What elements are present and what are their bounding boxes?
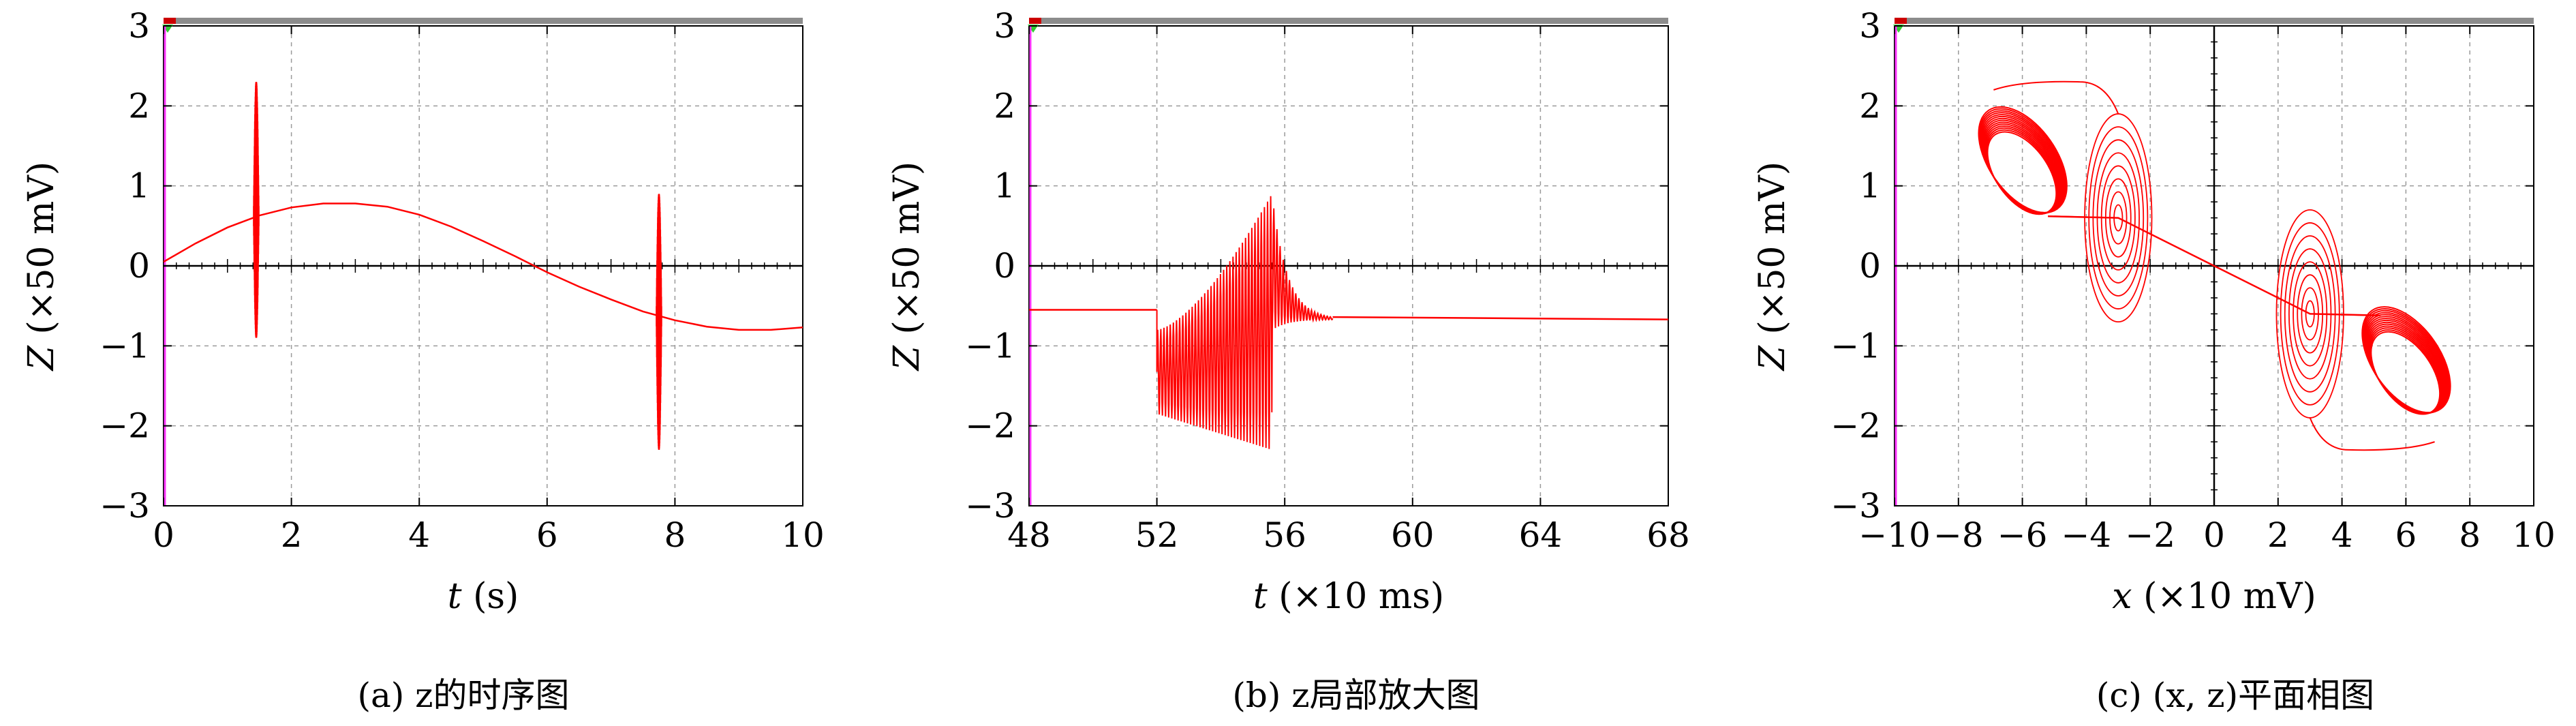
x-tick-label: 60	[1391, 515, 1435, 555]
chart-panel-a: 0 2 4 6 8 10 −3 −2 −1 0 1 2 3 t (s) Z (×50 mV)	[0, 0, 845, 654]
y-tick-label: 2	[994, 86, 1015, 125]
chart-b-svg: 48 52 56 60 64 68 −3 −2 −1 0 1 2 3 t (×10 ms) Z (×50 m…	[887, 6, 1690, 617]
x-tick-label: 56	[1263, 515, 1306, 555]
x-tick-label: 10	[781, 515, 825, 555]
x-tick-label: 2	[281, 515, 303, 555]
y-axis-title: Z (×50 mV)	[21, 162, 62, 372]
caption-b: (b) z局部放大图	[1232, 676, 1480, 715]
cursor-marker-red	[164, 18, 176, 24]
y-tick-label: 2	[1859, 86, 1881, 125]
y-tick-label: 1	[994, 166, 1015, 206]
caption-c: (c) (x, z)平面相图	[2096, 676, 2375, 715]
slow-wave-line	[163, 202, 803, 331]
x-tick-label: −4	[2061, 515, 2112, 555]
y-tick-label: 1	[1859, 166, 1881, 206]
y-tick-label: −3	[1830, 486, 1881, 526]
y-tick-label: −2	[965, 406, 1015, 446]
chart-panel-c: −10 −8 −6 −4 −2 0 2 4 6 8 10 −3 −2 −1 0 1 2 3 x (×10 mV) Z …	[1731, 0, 2576, 654]
x-tick-label: −2	[2125, 515, 2175, 555]
y-tick-label: 3	[1859, 6, 1881, 46]
y-tick-label: −2	[99, 406, 150, 446]
x-tick-label: 6	[2395, 515, 2417, 555]
y-axis-title: Z (×50 mV)	[1752, 162, 1793, 372]
x-axis-title: x (×10 mV)	[2112, 576, 2316, 617]
top-scroll-bar	[1895, 18, 2534, 24]
y-tick-label: −2	[1830, 406, 1881, 446]
burst-oscillation	[1156, 196, 1334, 449]
y-tick-label: −1	[99, 326, 150, 365]
transfer-loop-top	[1993, 80, 2119, 115]
cursor-marker-red	[1895, 18, 1907, 24]
y-tick-label: 1	[128, 166, 150, 206]
x-tick-label: 0	[2203, 515, 2225, 555]
limit-cycle-loop	[2361, 306, 2451, 414]
y-tick-label: 3	[128, 6, 150, 46]
y-tick-label: 2	[128, 86, 150, 125]
top-scroll-bar	[164, 18, 803, 24]
x-tick-label: 68	[1646, 515, 1690, 555]
x-tick-label: 8	[664, 515, 686, 555]
burst-spike	[656, 194, 662, 450]
x-tick-label: −6	[1997, 515, 2048, 555]
series-group	[1978, 80, 2451, 451]
series-group	[163, 82, 803, 450]
y-tick-label: −1	[1830, 326, 1881, 365]
x-tick-label: 2	[2267, 515, 2289, 555]
y-tick-label: −3	[99, 486, 150, 526]
burst-spike	[253, 82, 260, 338]
caption-a: (a) z的时序图	[357, 676, 570, 715]
series-group	[1029, 196, 1669, 449]
y-tick-label: −3	[965, 486, 1015, 526]
transfer-loop-bottom	[2309, 417, 2435, 451]
y-axis-title: Z (×50 mV)	[887, 162, 927, 372]
attractor-link-left	[2054, 215, 2119, 219]
chart-panel-b: 48 52 56 60 64 68 −3 −2 −1 0 1 2 3 t (×10 ms) Z (×50 m…	[865, 0, 1711, 654]
y-tick-label: 0	[994, 246, 1015, 286]
x-tick-label: 4	[2331, 515, 2353, 555]
x-tick-label: 10	[2512, 515, 2556, 555]
x-tick-label: −8	[1933, 515, 1984, 555]
x-tick-label: −10	[1858, 515, 1931, 555]
y-tick-label: 0	[1859, 246, 1881, 286]
chart-a-svg: 0 2 4 6 8 10 −3 −2 −1 0 1 2 3 t (s) Z (×50 mV)	[21, 6, 825, 617]
top-scroll-bar	[1029, 18, 1668, 24]
x-tick-label: 64	[1519, 515, 1563, 555]
post-burst-line	[1332, 316, 1669, 320]
attractor-link-right	[2310, 313, 2374, 316]
x-tick-label: 0	[153, 515, 174, 555]
x-tick-label: 4	[408, 515, 430, 555]
x-tick-label: 52	[1135, 515, 1179, 555]
x-tick-label: 48	[1007, 515, 1051, 555]
y-tick-label: −1	[965, 326, 1015, 365]
cursor-marker-red	[1029, 18, 1041, 24]
y-tick-label: 0	[128, 246, 150, 286]
limit-cycle-loop	[1978, 106, 2068, 213]
y-tick-label: 3	[994, 6, 1015, 46]
x-axis-title: t (×10 ms)	[1253, 576, 1444, 617]
x-tick-label: 6	[536, 515, 558, 555]
x-tick-label: 8	[2459, 515, 2481, 555]
x-axis-title: t (s)	[448, 576, 519, 617]
